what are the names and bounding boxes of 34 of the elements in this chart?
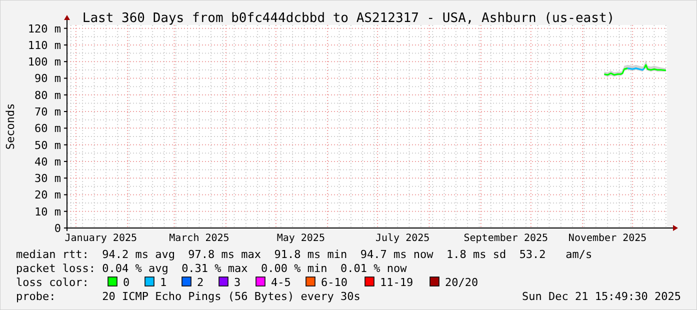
y-tick-label: 80 m <box>34 88 62 102</box>
y-tick-label: 30 m <box>34 172 62 186</box>
legend-label: 4-5 <box>271 276 291 289</box>
y-tick-label: 60 m <box>34 122 62 136</box>
x-tick-label: November 2025 <box>568 233 647 244</box>
y-tick-label: 50 m <box>34 138 62 152</box>
y-tick-label: 120 m <box>28 22 62 36</box>
text: median rtt: 94.2 ms avg 97.8 ms max 91.8 ms min 94.7 ms now 1.8 ms sd 53.2 am/s <box>16 248 592 261</box>
y-tick-label: 40 m <box>34 155 62 168</box>
text: probe: 20 ICMP Echo Pings (56 Bytes) every 30s <box>16 290 360 303</box>
legend-label: 2 <box>197 276 204 289</box>
y-tick-label: 0 <box>54 222 61 235</box>
y-tick-label: 100 m <box>28 56 62 69</box>
legend-label: 20/20 <box>445 276 478 289</box>
legend-title: loss color: <box>16 276 89 289</box>
text: packet loss: 0.04 % avg 0.31 % max 0.00 % min 0.01 % now <box>16 262 408 275</box>
y-tick-label: 90 m <box>34 72 62 86</box>
x-tick-label: July 2025 <box>375 233 430 244</box>
legend-label: 6-10 <box>321 276 348 289</box>
legend-label: 1 <box>160 276 167 289</box>
text: Sun Dec 21 15:49:30 2025 <box>522 290 681 303</box>
legend-label: 11-19 <box>380 276 414 289</box>
legend-label: 3 <box>234 276 241 289</box>
y-axis-title: Seconds <box>4 103 17 150</box>
y-tick-label: 110 m <box>28 38 62 52</box>
chart-title: Last 360 Days from b0fc444dcbbd to AS212317 - USA, Ashburn (us-east) <box>82 11 615 26</box>
y-tick-label: 70 m <box>34 106 62 119</box>
x-tick-label: May 2025 <box>276 233 325 244</box>
y-tick-label: 20 m <box>34 188 62 202</box>
legend-label: 0 <box>123 276 130 289</box>
x-tick-label: January 2025 <box>64 233 138 244</box>
y-tick-label: 10 m <box>34 205 62 218</box>
x-tick-label: September 2025 <box>464 233 548 244</box>
x-tick-label: March 2025 <box>169 233 230 244</box>
